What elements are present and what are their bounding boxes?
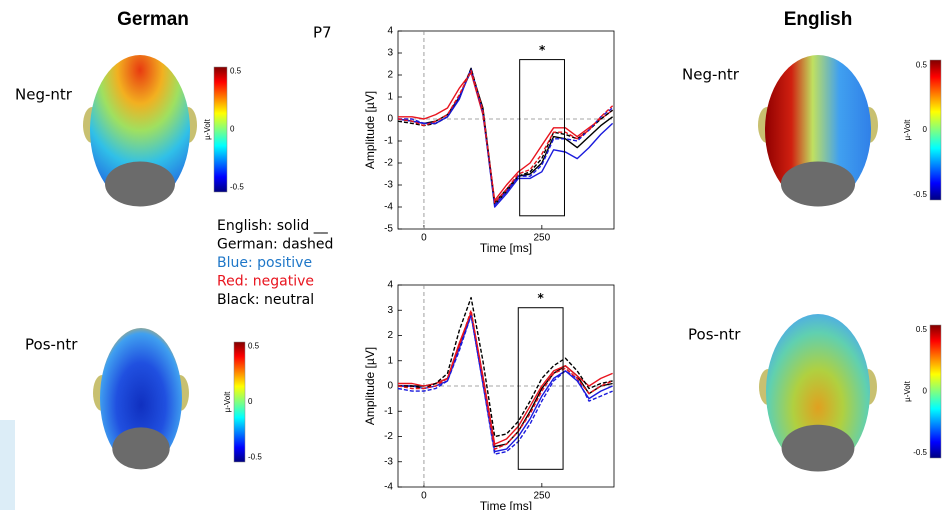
- legend-entry: Red: negative: [217, 274, 314, 290]
- legend-entry: Black: neutral: [217, 292, 314, 308]
- x-tick-label: 250: [533, 491, 550, 502]
- erp-line: [398, 69, 614, 206]
- colorbar-label: µ-Volt: [903, 380, 912, 401]
- y-tick-label: 1: [387, 355, 393, 366]
- colorbar-tick-label: -0.5: [230, 182, 244, 191]
- y-tick-label: 0: [387, 381, 393, 392]
- colorbar-tick-label: -0.5: [913, 448, 927, 457]
- x-tick-label: 250: [533, 233, 550, 244]
- colorbar-tick-label: -0.5: [913, 190, 927, 199]
- legend-entry: German: dashed: [217, 237, 333, 253]
- x-tick-label: 0: [421, 233, 427, 244]
- y-tick-label: 3: [387, 305, 393, 316]
- y-tick-label: -2: [384, 158, 393, 169]
- erp-line: [398, 72, 614, 202]
- y-tick-label: -4: [384, 202, 393, 213]
- scalp-map: [90, 55, 190, 205]
- y-tick-label: 1: [387, 92, 393, 103]
- significance-marker: *: [539, 43, 546, 57]
- channel-label: P7: [313, 24, 332, 42]
- y-tick-label: -3: [384, 180, 393, 191]
- colorbar-tick-label: 0: [923, 125, 928, 134]
- y-axis-label: Amplitude [µV]: [363, 91, 377, 169]
- colorbar-label: µ-Volt: [203, 118, 212, 139]
- colorbar-tick-label: 0: [248, 397, 253, 406]
- plot-frame: [397, 30, 615, 230]
- colorbar-tick-label: 0.5: [916, 60, 928, 69]
- neck: [781, 424, 855, 472]
- x-axis-label: Time [ms]: [480, 499, 532, 510]
- colorbar-tick-label: 0.5: [230, 67, 242, 76]
- map-label: Neg-ntr: [682, 66, 740, 84]
- y-tick-label: 0: [387, 114, 393, 125]
- y-tick-label: -2: [384, 431, 393, 442]
- colorbar-tick-label: 0.5: [248, 342, 260, 351]
- scalp-map: [766, 314, 870, 470]
- colorbar-label: µ-Volt: [223, 391, 232, 412]
- map-label: Pos-ntr: [25, 336, 78, 354]
- colorbar: [213, 66, 228, 193]
- colorbar-label: µ-Volt: [903, 119, 912, 140]
- colorbar-tick-label: 0: [923, 387, 928, 396]
- y-tick-label: -3: [384, 456, 393, 467]
- y-tick-label: -4: [384, 482, 393, 493]
- map-label: Neg-ntr: [15, 86, 73, 104]
- map-label: Pos-ntr: [688, 326, 741, 344]
- erp-line: [397, 69, 614, 204]
- neck: [780, 161, 856, 207]
- legend-entry: Blue: positive: [217, 255, 312, 271]
- scalp-map: [765, 55, 871, 205]
- neck: [105, 161, 175, 207]
- colorbar-tick-label: 0: [230, 125, 235, 134]
- x-tick-label: 0: [421, 491, 427, 502]
- y-tick-label: 3: [387, 48, 393, 59]
- erp-line: [398, 296, 613, 438]
- legend-entry: English: solid __: [217, 218, 329, 234]
- y-tick-label: 4: [387, 26, 393, 37]
- analysis-window: [519, 59, 565, 217]
- y-tick-label: -1: [384, 406, 393, 417]
- y-tick-label: 2: [387, 330, 393, 341]
- colorbar-tick-label: 0.5: [916, 325, 928, 334]
- y-tick-label: 2: [387, 70, 393, 81]
- colorbar: [233, 341, 246, 463]
- y-tick-label: -1: [384, 136, 393, 147]
- german-header: German: [117, 9, 189, 30]
- y-tick-label: -5: [384, 224, 393, 235]
- english-header: English: [784, 9, 853, 30]
- y-axis-label: Amplitude [µV]: [363, 347, 377, 425]
- erp-line: [397, 309, 613, 450]
- y-tick-label: 4: [387, 280, 393, 291]
- side-strip: [0, 420, 15, 510]
- colorbar: [929, 59, 942, 201]
- colorbar-tick-label: -0.5: [248, 453, 262, 462]
- analysis-window: [517, 307, 564, 470]
- scalp-map: [100, 328, 182, 468]
- x-axis-label: Time [ms]: [480, 241, 532, 255]
- neck: [112, 427, 170, 470]
- colorbar: [929, 324, 942, 459]
- erp-line: [398, 312, 613, 448]
- erp-line: [398, 312, 613, 445]
- significance-marker: *: [538, 291, 545, 305]
